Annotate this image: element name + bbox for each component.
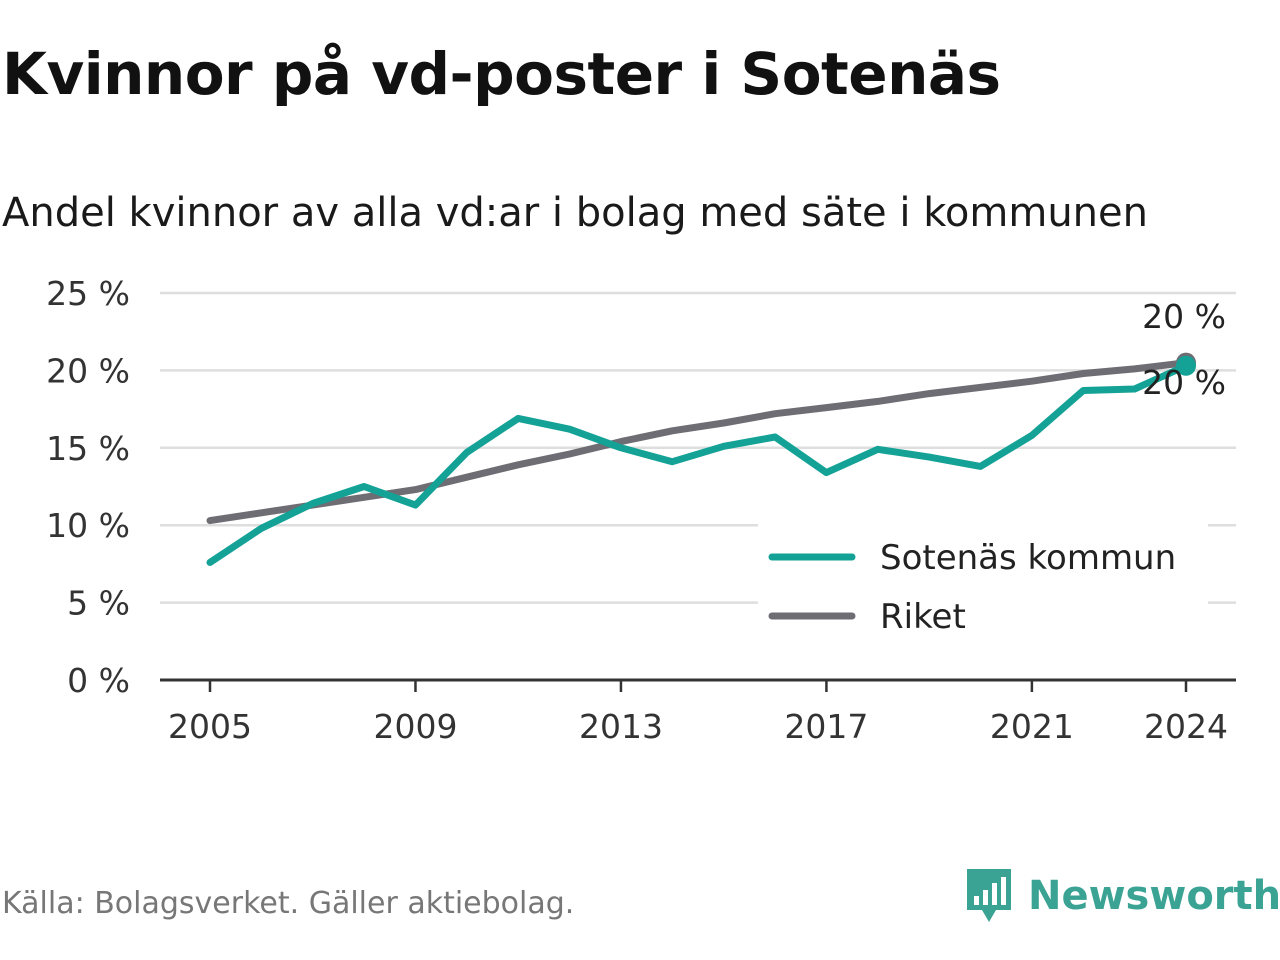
end-value-label-0: 20 % [1142, 363, 1226, 402]
series-line-1 [206, 359, 1190, 525]
y-tick-label: 20 % [46, 351, 130, 390]
x-tick-label: 2017 [784, 707, 868, 746]
legend-label-1: Riket [880, 597, 966, 637]
end-value-label-1: 20 % [1142, 297, 1226, 336]
legend-label-0: Sotenäs kommun [880, 538, 1176, 578]
y-tick-label: 0 % [67, 661, 130, 700]
y-tick-label: 5 % [67, 584, 130, 623]
legend: Sotenäs kommun Riket [758, 524, 1208, 650]
chart-subtitle: Andel kvinnor av alla vd:ar i bolag med … [2, 190, 1148, 236]
x-axis: 2005 2009 2013 2017 2021 2024 [160, 678, 1236, 746]
x-tick-label: 2013 [579, 707, 663, 746]
brand-name: Newsworthy [1028, 873, 1280, 919]
y-tick-label: 15 % [46, 429, 130, 468]
end-labels: 20 % 20 % [1142, 297, 1226, 402]
series-end-point-0 [1176, 355, 1196, 376]
legend-background [758, 524, 1208, 650]
x-tick-label: 2021 [990, 707, 1074, 746]
y-tick-label: 25 % [46, 274, 130, 313]
series-line-0 [206, 362, 1190, 566]
x-tick-label: 2005 [168, 707, 252, 746]
chart-title: Kvinnor på vd-poster i Sotenäs [2, 40, 1001, 108]
x-tick-label: 2024 [1144, 707, 1228, 746]
source-note: Källa: Bolagsverket. Gäller aktiebolag. [2, 886, 575, 921]
y-tick-label: 10 % [46, 506, 130, 545]
newsworthy-logo-icon [967, 869, 1011, 922]
series-lines [206, 352, 1196, 566]
x-tick-label: 2009 [373, 707, 457, 746]
brand-logo: Newsworthy [964, 866, 1280, 926]
y-axis-ticks: 0 % 5 % 10 % 15 % 20 % 25 % [46, 274, 130, 700]
